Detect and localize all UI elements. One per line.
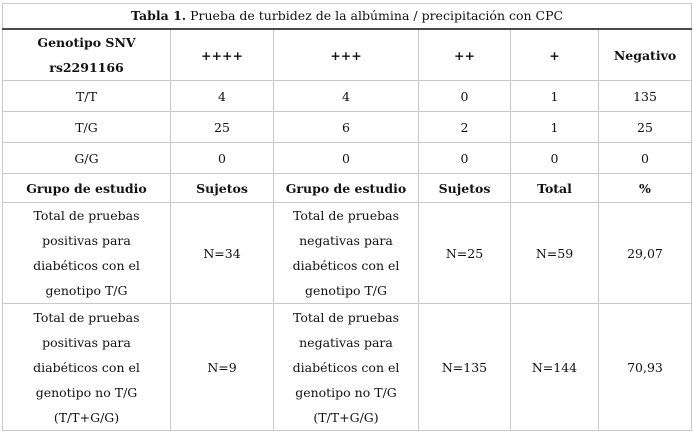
table-caption: Tabla 1. Prueba de turbidez de la albúmi…: [2, 3, 692, 30]
cell-line: (T/T+G/G): [53, 409, 120, 425]
header-col: Negativo: [598, 28, 692, 81]
header-col: +++: [273, 28, 419, 81]
genotype-cell: T/T: [2, 80, 171, 112]
header-study-group: Grupo de estudio: [2, 173, 171, 203]
table-row: Total de pruebas positivas para diabétic…: [2, 303, 692, 431]
header-genotype: Genotipo SNV rs2291166: [2, 28, 171, 81]
value-cell: 0: [598, 142, 692, 174]
study-group-cell: Total de pruebas negativas para diabétic…: [273, 202, 419, 304]
cell-line: Total de pruebas: [292, 309, 399, 325]
genotype-cell: T/G: [2, 111, 171, 143]
value-cell: 1: [510, 80, 599, 112]
cell-line: negativas para: [299, 334, 393, 350]
header-percent: %: [598, 173, 692, 203]
value-cell: 0: [170, 142, 274, 174]
value-cell: 4: [273, 80, 419, 112]
cell-line: genotipo no T/G: [295, 384, 397, 400]
subjects-cell: N=34: [170, 202, 274, 304]
cell-line: (T/T+G/G): [313, 409, 379, 425]
cell-line: Total de pruebas: [33, 208, 140, 223]
value-cell: 0: [418, 142, 511, 174]
header-col: ++++: [170, 28, 274, 81]
value-cell: 2: [418, 111, 511, 143]
value-cell: 135: [598, 80, 692, 112]
value-cell: 4: [170, 80, 274, 112]
header-row-genotype: Genotipo SNV rs2291166 ++++ +++ ++ + Nega…: [2, 28, 692, 81]
genotype-cell: G/G: [2, 142, 171, 174]
total-cell: N=144: [510, 303, 599, 431]
caption-label: Tabla 1.: [130, 8, 187, 23]
header-subjects: Sujetos: [418, 173, 511, 203]
cell-line: positivas para: [42, 334, 131, 350]
value-cell: 25: [598, 111, 692, 143]
header-row-study: Grupo de estudio Sujetos Grupo de estudi…: [2, 173, 692, 203]
value-cell: 25: [170, 111, 274, 143]
cell-line: Total de pruebas: [33, 309, 140, 325]
total-cell: N=59: [510, 202, 599, 304]
cell-line: genotipo T/G: [304, 283, 387, 298]
caption-text: Prueba de turbidez de la albúmina / prec…: [186, 8, 564, 23]
subjects-cell: N=9: [170, 303, 274, 431]
table-row: T/T 4 4 0 1 135: [2, 80, 692, 112]
study-group-cell: Total de pruebas positivas para diabétic…: [2, 202, 171, 304]
cell-line: diabéticos con el: [292, 359, 400, 375]
table-row: T/G 25 6 2 1 25: [2, 111, 692, 143]
cell-line: Total de pruebas: [292, 208, 399, 223]
study-group-cell: Total de pruebas negativas para diabétic…: [273, 303, 419, 431]
cell-line: negativas para: [299, 233, 393, 248]
header-genotype-line2: rs2291166: [49, 60, 124, 75]
study-group-cell: Total de pruebas positivas para diabétic…: [2, 303, 171, 431]
value-cell: 1: [510, 111, 599, 143]
percent-cell: 29,07: [598, 202, 692, 304]
subjects-cell: N=25: [418, 202, 511, 304]
cell-line: positivas para: [42, 233, 131, 248]
table-row: G/G 0 0 0 0 0: [2, 142, 692, 174]
value-cell: 0: [418, 80, 511, 112]
value-cell: 6: [273, 111, 419, 143]
results-table: Tabla 1. Prueba de turbidez de la albúmi…: [2, 3, 692, 431]
header-subjects: Sujetos: [170, 173, 274, 203]
value-cell: 0: [273, 142, 419, 174]
header-total: Total: [510, 173, 599, 203]
cell-line: diabéticos con el: [33, 359, 140, 375]
cell-line: genotipo no T/G: [35, 384, 138, 400]
cell-line: diabéticos con el: [292, 258, 400, 273]
header-col: +: [510, 28, 599, 81]
header-col: ++: [418, 28, 511, 81]
header-genotype-line1: Genotipo SNV: [37, 35, 136, 50]
table-row: Total de pruebas positivas para diabétic…: [2, 202, 692, 304]
header-study-group: Grupo de estudio: [273, 173, 419, 203]
percent-cell: 70,93: [598, 303, 692, 431]
subjects-cell: N=135: [418, 303, 511, 431]
value-cell: 0: [510, 142, 599, 174]
cell-line: diabéticos con el: [33, 258, 140, 273]
cell-line: genotipo T/G: [45, 283, 128, 298]
